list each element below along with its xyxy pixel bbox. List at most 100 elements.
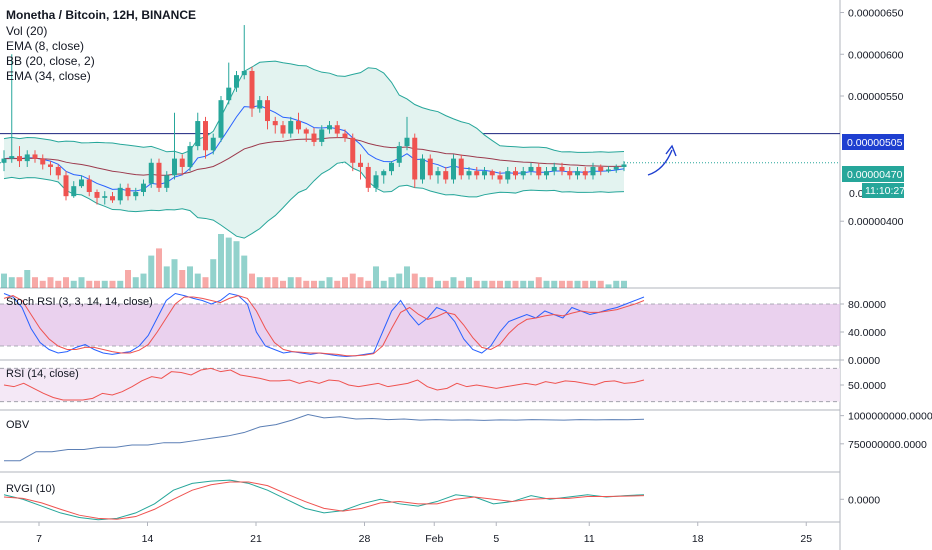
- candle-body: [71, 186, 77, 197]
- volume-bar: [481, 280, 488, 288]
- volume-bar: [311, 280, 317, 288]
- candle-body: [327, 125, 332, 130]
- price-axis[interactable]: 0.00000650 0.00000600 0.00000550 0.00000400…: [840, 8, 932, 507]
- volume-bar: [249, 273, 255, 288]
- candle-body: [404, 137, 410, 147]
- volume-bar: [94, 280, 100, 288]
- volume-bar: [450, 277, 457, 288]
- volume-bar: [566, 280, 573, 288]
- stoch-tick-label: 80.0000: [848, 299, 886, 311]
- candle-body: [156, 162, 162, 188]
- stoch-tick-label: 40.0000: [848, 327, 886, 339]
- candle-body: [141, 183, 146, 192]
- volume-bar: [388, 277, 395, 288]
- volume-bar: [125, 270, 131, 288]
- candle-body: [195, 121, 201, 147]
- chart-legend: Monetha / Bitcoin, 12H, BINANCE Vol (20)…: [6, 8, 196, 83]
- volume-bar: [218, 234, 224, 288]
- volume-bar: [334, 280, 341, 288]
- volume-bar: [194, 273, 201, 288]
- time-tick-label: 28: [359, 533, 371, 545]
- candle-body: [420, 158, 425, 180]
- candle-body: [358, 162, 363, 167]
- candle-body: [342, 133, 348, 138]
- volume-bar: [16, 277, 23, 288]
- volume-bar: [613, 280, 620, 288]
- rvgi-tick-label: 0.0000: [848, 494, 880, 506]
- candle-body: [528, 166, 534, 172]
- legend-ema-34[interactable]: EMA (34, close): [6, 69, 91, 83]
- volume-bar: [303, 280, 310, 288]
- candle-body: [443, 171, 449, 180]
- candle-body: [598, 166, 604, 172]
- candle-body: [559, 166, 565, 172]
- volume-bar: [280, 280, 286, 288]
- volume-bar: [318, 280, 325, 288]
- candle-body: [164, 175, 170, 188]
- candle-body: [179, 158, 185, 167]
- rsi-label[interactable]: RSI (14, close): [6, 368, 79, 380]
- rsi-band: [0, 368, 840, 402]
- candle-body: [32, 154, 38, 159]
- candle-body: [606, 169, 611, 172]
- volume-bar: [380, 280, 387, 288]
- volume-bar: [543, 280, 550, 288]
- time-tick-label: 14: [142, 533, 154, 545]
- volume-bar: [55, 280, 62, 288]
- candle-body: [334, 125, 340, 134]
- price-tick-label: 0.00000550: [848, 91, 904, 103]
- legend-ema-8[interactable]: EMA (8, close): [6, 39, 84, 53]
- candle-body: [1, 158, 7, 163]
- volume-bar: [365, 280, 372, 288]
- volume-bar: [272, 277, 279, 288]
- price-tick-label: 0.00000400: [848, 216, 904, 228]
- volume-bar: [287, 277, 294, 288]
- rvgi-main-line: [3, 479, 645, 521]
- candle-body: [117, 187, 123, 201]
- candle-body: [203, 121, 208, 151]
- time-tick-label: 5: [493, 533, 499, 545]
- volume-bar: [225, 237, 232, 288]
- candle-body: [148, 162, 154, 184]
- stoch-rsi-label[interactable]: Stoch RSI (3, 3, 14, 14, close): [6, 296, 153, 308]
- volume-bar: [582, 280, 589, 288]
- legend-bollinger[interactable]: BB (20, close, 2): [6, 54, 95, 68]
- obv-tick-label: 1000000000.0000: [848, 411, 932, 423]
- volume-bar: [70, 280, 77, 288]
- candle-body: [466, 171, 472, 176]
- candle-body: [575, 171, 580, 176]
- volume-bar: [473, 280, 480, 288]
- candle-body: [187, 146, 193, 167]
- rsi-rsi-line: [3, 367, 645, 401]
- candle-body: [257, 100, 263, 109]
- candle-body: [86, 179, 92, 192]
- time-tick-label: 7: [36, 533, 42, 545]
- candle-body: [482, 171, 487, 176]
- volume-bar: [32, 277, 38, 288]
- candle-body: [451, 158, 456, 180]
- time-tick-label: 18: [692, 533, 704, 545]
- volume-bar: [187, 266, 193, 288]
- volume-bar: [47, 277, 54, 288]
- candle-body: [296, 121, 301, 130]
- volume-bar: [466, 277, 472, 288]
- time-axis[interactable]: 7 14 21 28 Feb 5 11 18 25: [36, 522, 812, 545]
- candle-body: [544, 171, 549, 176]
- volume-bar: [326, 277, 333, 288]
- volume-bar: [528, 280, 534, 288]
- projection-arrowhead: [665, 144, 677, 157]
- volume-bar: [39, 280, 46, 288]
- candle-body: [234, 75, 239, 88]
- candle-body: [9, 156, 15, 159]
- obv-label[interactable]: OBV: [6, 419, 30, 431]
- candle-body: [396, 146, 402, 163]
- candle-body: [133, 192, 139, 197]
- rvgi-label[interactable]: RVGI (10): [6, 483, 55, 495]
- candle-body: [389, 162, 394, 172]
- legend-volume[interactable]: Vol (20): [6, 24, 47, 38]
- rsi-tick-label: 50.0000: [848, 380, 886, 392]
- volume-bar: [489, 280, 496, 288]
- candle-body: [17, 156, 22, 162]
- stoch-tick-label: 0.0000: [848, 355, 880, 367]
